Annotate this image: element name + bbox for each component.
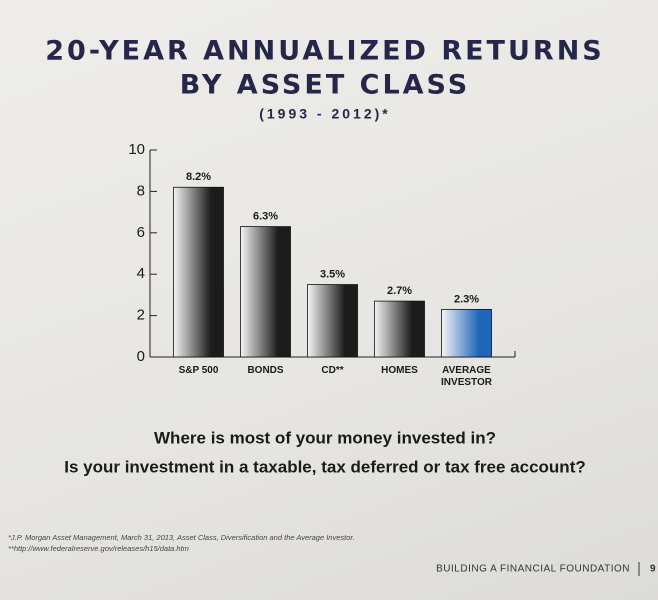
footnote: *J.P. Morgan Asset Management, March 31,… xyxy=(8,533,355,542)
chart-subtitle: (1993 - 2012)* xyxy=(259,106,391,122)
bar xyxy=(307,284,358,358)
bar xyxy=(374,300,425,358)
bar xyxy=(441,308,492,358)
y-tick-label: 2 xyxy=(137,307,145,324)
y-tick-label: 4 xyxy=(137,265,145,282)
x-tick-wrap: S&P 500 xyxy=(178,365,219,376)
question: Where is most of your money invested in? xyxy=(154,428,496,447)
footnote: **http://www.federalreserve.gov/releases… xyxy=(8,544,189,553)
question: Is your investment in a taxable, tax def… xyxy=(64,457,586,476)
bar xyxy=(173,186,224,358)
x-tick-label: CD** xyxy=(321,365,344,376)
value-label: 8.2% xyxy=(186,171,211,183)
x-tick-wrap: HOMES xyxy=(381,365,418,376)
y-tick-label: 10 xyxy=(128,141,145,158)
x-tick-label: S&P 500 xyxy=(178,365,219,376)
x-tick-label: AVERAGE INVESTOR xyxy=(441,365,492,388)
footer: BUILDING A FINANCIAL FOUNDATION xyxy=(436,564,630,575)
bar xyxy=(240,226,291,358)
value-label: 6.3% xyxy=(253,210,278,222)
y-tick-label: 8 xyxy=(137,182,145,199)
page-number: 9 xyxy=(650,564,656,575)
x-tick-wrap: AVERAGE INVESTOR xyxy=(441,365,492,388)
y-tick-label: 0 xyxy=(137,348,145,365)
value-label: 2.7% xyxy=(387,285,412,297)
y-tick-label: 6 xyxy=(137,224,145,241)
x-tick-wrap: CD** xyxy=(321,365,344,376)
value-label: 2.3% xyxy=(454,293,479,305)
chart-title: BY ASSET CLASS xyxy=(180,70,470,101)
value-label: 3.5% xyxy=(320,268,345,280)
x-tick-label: BONDS xyxy=(247,365,284,376)
chart-title: 20-YEAR ANNUALIZED RETURNS xyxy=(45,36,604,67)
x-tick-label: HOMES xyxy=(381,365,418,376)
x-tick-wrap: BONDS xyxy=(247,365,284,376)
